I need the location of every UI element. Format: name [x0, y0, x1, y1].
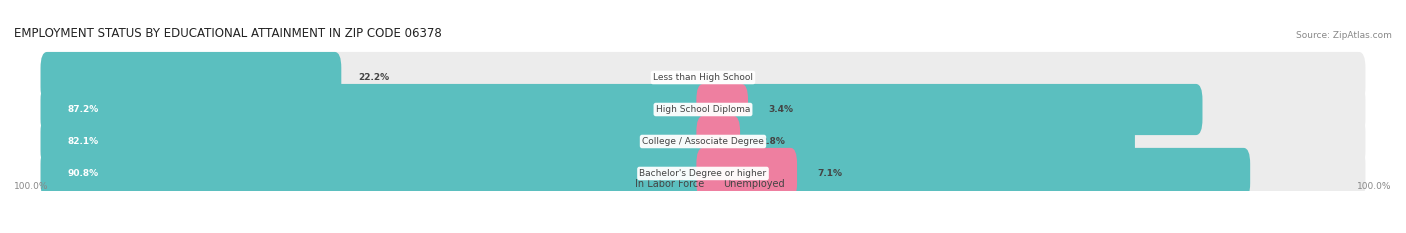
Text: 82.1%: 82.1% — [67, 137, 98, 146]
Text: Less than High School: Less than High School — [652, 73, 754, 82]
FancyBboxPatch shape — [41, 148, 1250, 199]
Text: Source: ZipAtlas.com: Source: ZipAtlas.com — [1296, 31, 1392, 40]
Text: 100.0%: 100.0% — [14, 182, 49, 191]
Text: 22.2%: 22.2% — [359, 73, 389, 82]
Text: Bachelor's Degree or higher: Bachelor's Degree or higher — [640, 169, 766, 178]
FancyBboxPatch shape — [41, 52, 342, 103]
Text: 90.8%: 90.8% — [67, 169, 98, 178]
Text: 7.1%: 7.1% — [817, 169, 842, 178]
FancyBboxPatch shape — [696, 84, 748, 135]
FancyBboxPatch shape — [41, 116, 1135, 167]
FancyBboxPatch shape — [41, 84, 1365, 135]
Text: EMPLOYMENT STATUS BY EDUCATIONAL ATTAINMENT IN ZIP CODE 06378: EMPLOYMENT STATUS BY EDUCATIONAL ATTAINM… — [14, 27, 441, 40]
FancyBboxPatch shape — [41, 52, 1365, 103]
FancyBboxPatch shape — [41, 84, 1202, 135]
Text: 100.0%: 100.0% — [1357, 182, 1392, 191]
Text: 87.2%: 87.2% — [67, 105, 98, 114]
FancyBboxPatch shape — [41, 116, 1365, 167]
Text: High School Diploma: High School Diploma — [655, 105, 751, 114]
Legend: In Labor Force, Unemployed: In Labor Force, Unemployed — [621, 179, 785, 189]
FancyBboxPatch shape — [696, 116, 740, 167]
Text: 0.0%: 0.0% — [723, 73, 748, 82]
Text: 2.8%: 2.8% — [761, 137, 785, 146]
FancyBboxPatch shape — [696, 148, 797, 199]
FancyBboxPatch shape — [41, 148, 1365, 199]
Text: 3.4%: 3.4% — [768, 105, 793, 114]
Text: College / Associate Degree: College / Associate Degree — [643, 137, 763, 146]
